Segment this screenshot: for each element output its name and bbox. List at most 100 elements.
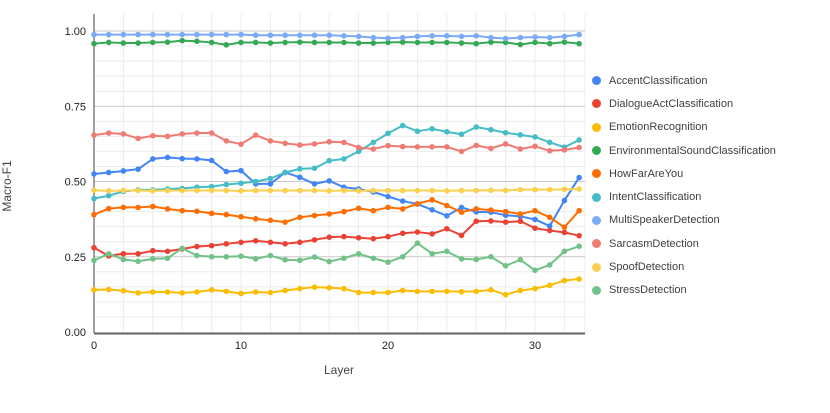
data-point[interactable] bbox=[105, 192, 112, 199]
data-point[interactable] bbox=[164, 133, 171, 140]
data-point[interactable] bbox=[370, 139, 377, 146]
data-point[interactable] bbox=[546, 186, 553, 193]
data-point[interactable] bbox=[238, 213, 244, 220]
data-point[interactable] bbox=[370, 40, 377, 46]
data-point[interactable] bbox=[91, 244, 97, 251]
data-point[interactable] bbox=[267, 175, 274, 182]
data-point[interactable] bbox=[444, 248, 450, 255]
series-IntentClassification[interactable] bbox=[91, 122, 582, 202]
data-point[interactable] bbox=[429, 231, 435, 237]
data-point[interactable] bbox=[385, 130, 391, 137]
data-point[interactable] bbox=[267, 32, 274, 39]
data-point[interactable] bbox=[458, 204, 465, 211]
data-point[interactable] bbox=[311, 165, 318, 172]
series-SpoofDetection[interactable] bbox=[91, 186, 582, 194]
data-point[interactable] bbox=[282, 241, 288, 247]
data-point[interactable] bbox=[223, 187, 230, 194]
data-point[interactable] bbox=[355, 148, 362, 155]
data-point[interactable] bbox=[326, 178, 333, 184]
data-point[interactable] bbox=[458, 131, 465, 138]
data-point[interactable] bbox=[502, 129, 509, 136]
data-point[interactable] bbox=[473, 256, 480, 263]
data-point[interactable] bbox=[105, 169, 112, 176]
data-point[interactable] bbox=[135, 31, 141, 38]
data-point[interactable] bbox=[282, 169, 288, 176]
data-point[interactable] bbox=[311, 141, 318, 147]
data-point[interactable] bbox=[179, 245, 186, 252]
data-point[interactable] bbox=[341, 233, 347, 240]
data-point[interactable] bbox=[385, 39, 391, 46]
data-point[interactable] bbox=[223, 168, 230, 175]
data-point[interactable] bbox=[576, 186, 582, 192]
data-point[interactable] bbox=[502, 262, 509, 269]
data-point[interactable] bbox=[532, 34, 538, 40]
data-point[interactable] bbox=[341, 255, 347, 262]
data-point[interactable] bbox=[561, 229, 568, 236]
data-point[interactable] bbox=[267, 40, 274, 46]
data-point[interactable] bbox=[385, 187, 391, 194]
data-point[interactable] bbox=[341, 187, 347, 194]
data-point[interactable] bbox=[532, 39, 538, 46]
data-point[interactable] bbox=[576, 31, 582, 38]
data-point[interactable] bbox=[91, 40, 97, 47]
data-point[interactable] bbox=[120, 168, 127, 174]
legend-item-AccentClassification[interactable]: AccentClassification bbox=[592, 69, 776, 92]
data-point[interactable] bbox=[194, 38, 200, 45]
data-point[interactable] bbox=[429, 288, 435, 295]
data-point[interactable] bbox=[150, 156, 156, 162]
data-point[interactable] bbox=[311, 237, 318, 243]
data-point[interactable] bbox=[238, 253, 244, 259]
data-point[interactable] bbox=[546, 223, 553, 229]
data-point[interactable] bbox=[135, 40, 141, 46]
data-point[interactable] bbox=[179, 207, 186, 214]
data-point[interactable] bbox=[208, 253, 215, 260]
data-point[interactable] bbox=[208, 157, 215, 164]
legend-item-MultiSpeakerDetection[interactable]: MultiSpeakerDetection bbox=[592, 209, 776, 232]
legend-item-IntentClassification[interactable]: IntentClassification bbox=[592, 185, 776, 208]
series-DialogueActClassification[interactable] bbox=[91, 218, 582, 259]
data-point[interactable] bbox=[414, 128, 421, 135]
data-point[interactable] bbox=[267, 252, 274, 259]
data-point[interactable] bbox=[517, 41, 524, 48]
data-point[interactable] bbox=[473, 206, 480, 212]
data-point[interactable] bbox=[135, 250, 141, 257]
data-point[interactable] bbox=[238, 290, 244, 297]
data-point[interactable] bbox=[91, 187, 97, 194]
data-point[interactable] bbox=[488, 145, 494, 152]
data-point[interactable] bbox=[179, 290, 186, 296]
data-point[interactable] bbox=[282, 32, 288, 39]
data-point[interactable] bbox=[252, 289, 259, 295]
data-point[interactable] bbox=[326, 39, 333, 46]
data-point[interactable] bbox=[311, 39, 318, 46]
data-point[interactable] bbox=[561, 248, 568, 255]
data-point[interactable] bbox=[252, 187, 259, 194]
data-point[interactable] bbox=[546, 282, 553, 289]
data-point[interactable] bbox=[532, 216, 538, 223]
data-point[interactable] bbox=[164, 187, 171, 194]
data-point[interactable] bbox=[385, 289, 391, 296]
data-point[interactable] bbox=[414, 200, 421, 207]
data-point[interactable] bbox=[91, 195, 97, 202]
data-point[interactable] bbox=[252, 32, 259, 39]
data-point[interactable] bbox=[458, 148, 465, 155]
data-point[interactable] bbox=[488, 287, 494, 293]
data-point[interactable] bbox=[297, 39, 303, 45]
data-point[interactable] bbox=[120, 187, 127, 194]
data-point[interactable] bbox=[488, 253, 494, 260]
data-point[interactable] bbox=[399, 206, 406, 212]
data-point[interactable] bbox=[341, 156, 347, 162]
data-point[interactable] bbox=[223, 288, 230, 295]
data-point[interactable] bbox=[385, 35, 391, 42]
data-point[interactable] bbox=[473, 142, 480, 149]
data-point[interactable] bbox=[91, 211, 97, 218]
data-point[interactable] bbox=[429, 187, 435, 194]
data-point[interactable] bbox=[370, 187, 377, 194]
series-SarcasmDetection[interactable] bbox=[91, 130, 582, 155]
series-AccentClassification[interactable] bbox=[91, 154, 582, 229]
data-point[interactable] bbox=[502, 35, 509, 42]
data-point[interactable] bbox=[150, 256, 156, 262]
data-point[interactable] bbox=[208, 187, 215, 194]
data-point[interactable] bbox=[370, 34, 377, 41]
data-point[interactable] bbox=[502, 208, 509, 215]
